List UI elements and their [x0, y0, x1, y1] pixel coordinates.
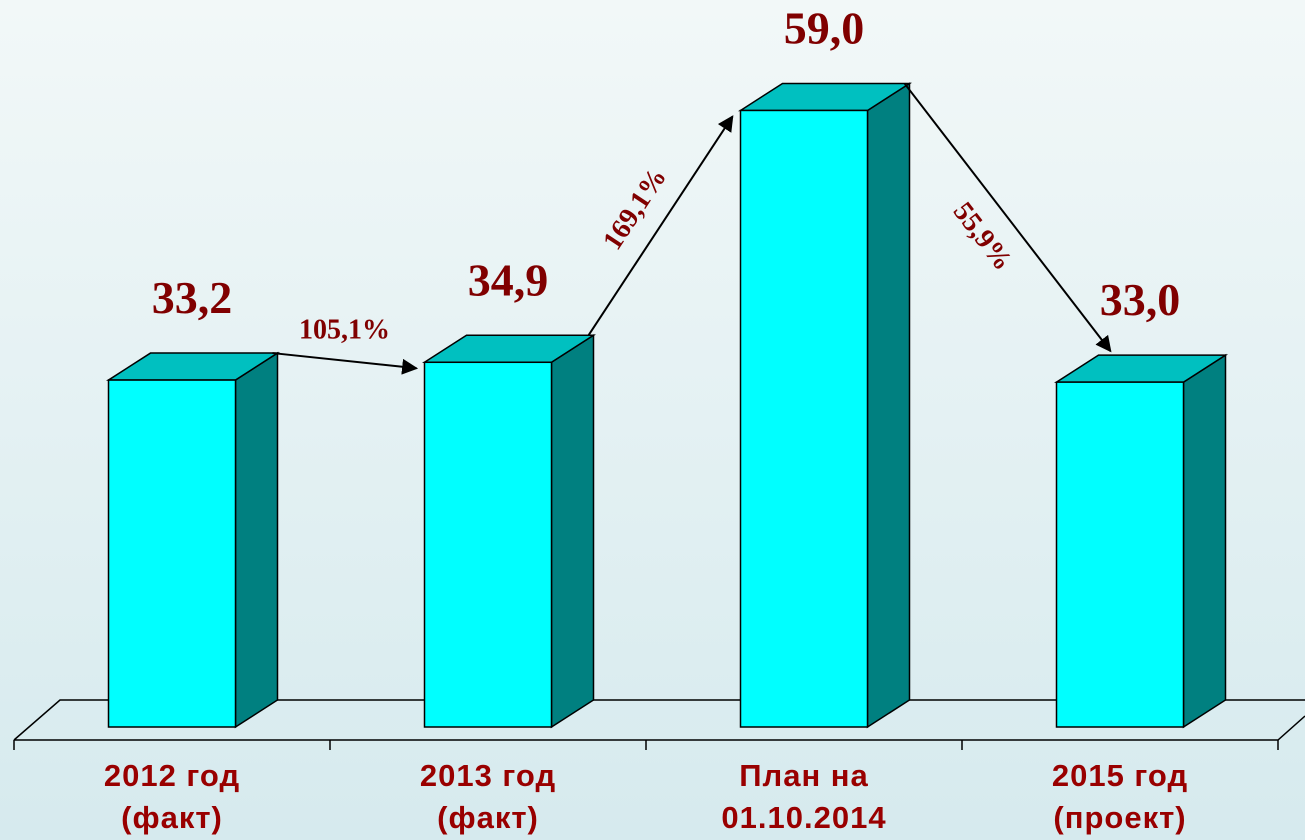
bar-front	[423, 361, 553, 728]
arrow	[587, 115, 734, 336]
annotation: 55,9%	[947, 197, 1019, 277]
bar-front	[107, 379, 237, 728]
value-label: 59,0	[784, 2, 865, 53]
x-tick-label: 2015 год (проект)	[1051, 758, 1189, 835]
bar-side	[1182, 353, 1227, 729]
bar-front	[1055, 381, 1185, 728]
bar	[737, 82, 913, 729]
x-tick-label: 2013 год (факт)	[419, 758, 557, 835]
annotation: 105,1%	[299, 315, 390, 346]
bar-side	[866, 82, 911, 729]
arrow	[903, 82, 1112, 353]
bar	[421, 333, 597, 729]
annotation: 169,1%	[597, 163, 673, 256]
value-label: 34,9	[468, 254, 549, 305]
bar	[1053, 353, 1229, 729]
bar-side	[234, 351, 279, 729]
value-label: 33,0	[1100, 274, 1181, 325]
value-label: 33,2	[152, 272, 233, 323]
arrow	[272, 352, 419, 375]
bar	[105, 351, 281, 729]
x-tick-label: 2012 год (факт)	[103, 758, 241, 835]
x-tick-label: План на 01.10.2014	[721, 758, 887, 835]
bar-side	[550, 333, 595, 729]
bar-front	[739, 109, 869, 728]
